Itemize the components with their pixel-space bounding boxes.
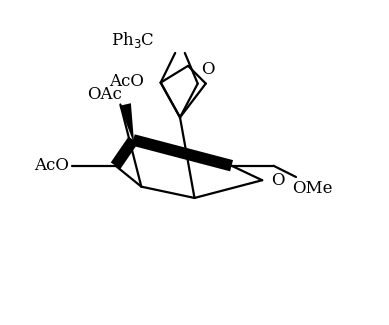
Text: OMe: OMe [292,180,332,197]
Text: Ph$_3$C: Ph$_3$C [112,30,155,50]
Text: O: O [201,60,214,78]
Polygon shape [119,103,134,140]
Polygon shape [132,134,233,171]
Polygon shape [111,136,138,169]
Text: OAc: OAc [87,86,122,103]
Text: O: O [272,172,285,189]
Text: AcO: AcO [109,73,144,90]
Text: AcO: AcO [34,157,68,174]
